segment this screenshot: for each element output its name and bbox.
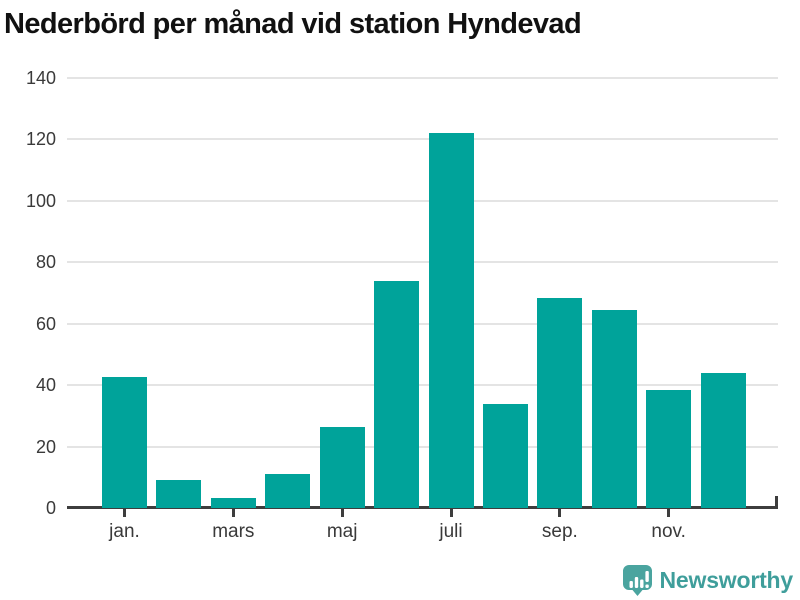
x-axis-label-nov: nov. [651,521,686,542]
x-tick-mars [231,509,235,517]
y-axis-label-0: 0 [45,498,56,518]
bar-4 [319,426,365,508]
x-axis-label-sep: sep. [541,521,578,542]
y-axis-label-120: 120 [25,129,56,150]
bar-8 [537,297,583,508]
y-axis-label-20: 20 [35,436,56,457]
y-axis-label-60: 60 [35,313,56,334]
bar-6 [428,133,474,508]
gridline-y-20 [67,445,778,448]
y-axis-label-100: 100 [25,190,56,211]
y-axis-label-40: 40 [35,375,56,396]
bar-1 [156,480,202,508]
x-axis-endcap [775,496,778,509]
x-tick-jan [123,509,126,517]
x-axis-label-juli: juli [439,521,463,542]
x-axis-label-maj: maj [326,521,358,542]
gridline-y-80 [67,261,778,264]
plot-area: jan. mars maj juli sep. nov. [67,77,778,542]
bar-9 [591,309,637,508]
x-axis-label-mars: mars [212,521,255,542]
bar-0 [102,377,147,508]
gridline-y-60 [67,322,778,325]
bar-2 [210,497,256,508]
gridline-y-120 [67,138,778,141]
y-axis-label-80: 80 [35,252,56,273]
newsworthy-logo: Newsworthy [622,565,794,596]
newsworthy-logo-text: Newsworthy [659,567,794,593]
x-tick-sep [558,509,562,517]
gridline-y-100 [67,199,778,202]
bar-10 [646,389,692,508]
chart-title: Nederbörd per månad vid station Hyndevad [4,8,582,40]
x-tick-maj [340,509,344,517]
bar-3 [265,474,311,508]
gridline-y-140 [67,77,778,79]
x-axis-label-jan: jan. [109,521,140,542]
bar-7 [482,403,528,508]
bar-5 [374,280,420,508]
bar-11 [700,372,746,508]
x-tick-juli [449,509,453,517]
newsworthy-logo-icon [622,565,652,596]
gridline-y-40 [67,384,778,387]
y-axis-label-140: 140 [25,68,56,88]
x-tick-nov [667,509,671,517]
x-axis-line [67,506,778,509]
